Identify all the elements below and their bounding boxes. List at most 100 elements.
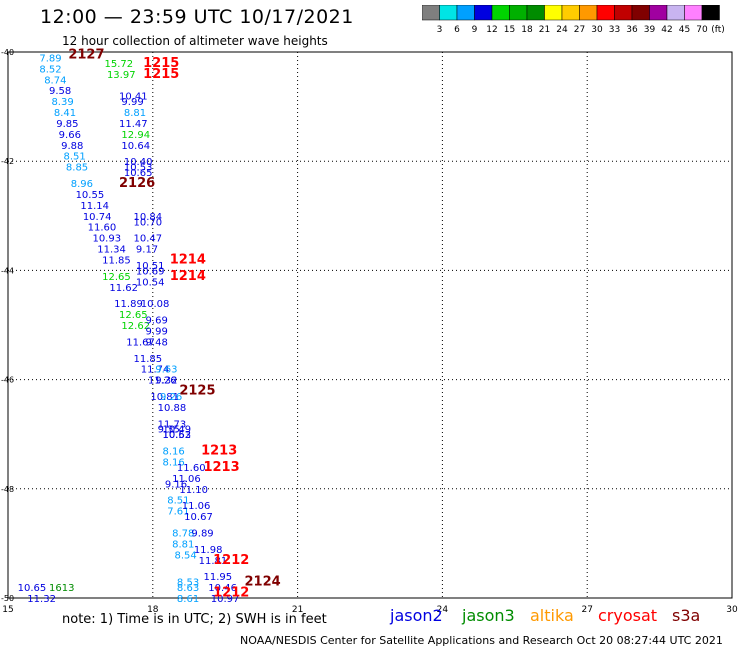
wave-height-label: 10.88 <box>158 403 187 414</box>
wave-height-label: 7.61 <box>167 507 189 518</box>
wave-height-label: 9.99 <box>121 97 143 108</box>
wave-height-label: 7.89 <box>39 53 61 64</box>
wave-height-label: 10.93 <box>92 234 121 245</box>
pass-time-label: 1212 <box>213 553 249 568</box>
wave-height-label: 10.67 <box>184 512 213 523</box>
wave-height-label: 10.84 <box>133 212 162 223</box>
wave-height-label: 9.26 <box>160 392 182 403</box>
wave-height-label: 10.52 <box>162 430 191 441</box>
wave-height-label: 8.39 <box>51 97 73 108</box>
wave-height-label: 11.47 <box>119 119 148 130</box>
wave-height-label: 11.60 <box>88 223 117 234</box>
wave-height-label: 8.54 <box>175 550 197 561</box>
legend-tick-label: 36 <box>626 25 638 35</box>
pass-time-label: 2127 <box>68 48 104 63</box>
lon-tick-label: 30 <box>726 605 738 615</box>
legend-tick-label: 12 <box>486 25 497 35</box>
wave-height-label: 9.85 <box>56 119 78 130</box>
wave-height-label: 11.06 <box>182 501 211 512</box>
lat-tick-label: -50 <box>1 594 14 603</box>
wave-height-label: 10.74 <box>83 212 112 223</box>
wave-height-label: 11.89 <box>114 299 143 310</box>
wave-height-label: 11.74 <box>141 365 170 376</box>
wave-height-label: 9.63 <box>155 365 177 376</box>
wave-height-label: 1613 <box>49 583 74 594</box>
wave-height-label: 15.72 <box>105 59 134 70</box>
legend-tick-label: 24 <box>556 25 568 35</box>
wave-height-label: 12.65 <box>102 272 131 283</box>
pass-time-label: 1213 <box>203 460 239 475</box>
pass-time-label: 2125 <box>179 384 215 399</box>
legend-tick-label: 42 <box>661 25 672 35</box>
wave-height-label: 10.63 <box>162 430 191 441</box>
wave-height-label: 9.58 <box>49 86 71 97</box>
legend-tick-label: 39 <box>644 25 656 35</box>
pass-time-label: 1214 <box>170 252 206 267</box>
wave-height-label: 10.47 <box>133 234 162 245</box>
legend-tick-label: 70 <box>696 25 708 35</box>
pass-time-label: 1212 <box>213 586 249 601</box>
pass-time-label: 2124 <box>245 575 281 590</box>
wave-height-legend: 3 6 9 12 15 18 21 24 27 30 33 36 39 42 45 70 (ft) <box>422 5 725 35</box>
legend-tick-label: 18 <box>521 25 533 35</box>
wave-height-label: 10.64 <box>121 141 150 152</box>
wave-height-label: 10.53 <box>124 163 153 174</box>
wave-height-label: 10.65 <box>18 583 47 594</box>
wave-height-label: 8.16 <box>162 447 184 458</box>
map-frame <box>7 51 733 599</box>
pass-time-label: 2126 <box>119 176 155 191</box>
legend-tick-label: 15 <box>504 25 515 35</box>
wave-height-label: 11.10 <box>179 485 208 496</box>
wave-height-label: 11.62 <box>109 283 138 294</box>
wave-height-label: 9.35 <box>158 425 180 436</box>
page-subtitle: 12 hour collection of altimeter wave hei… <box>62 34 328 48</box>
wave-height-label: 11.95 <box>203 572 232 583</box>
wave-height-label: 8.63 <box>177 583 199 594</box>
wave-height-label: 13.97 <box>107 70 136 81</box>
pass-time-label: 1215 <box>143 56 179 71</box>
wave-height-label: 10.55 <box>76 190 105 201</box>
lat-tick-label: -44 <box>1 266 14 275</box>
wave-height-label: 10.69 <box>136 266 165 277</box>
wave-height-label: 9.99 <box>146 326 168 337</box>
sat-label-s3a: s3a <box>672 606 701 625</box>
wave-height-label: 8.53 <box>177 578 199 589</box>
legend-tick-label: 33 <box>609 25 620 35</box>
wave-height-label: 9.69 <box>146 316 168 327</box>
lat-tick-label: -40 <box>1 48 14 57</box>
wave-height-label: 8.96 <box>71 179 93 190</box>
wave-height-label: 12.65 <box>119 310 148 321</box>
wave-height-label: 9.32 <box>155 376 177 387</box>
wave-height-label: 11.06 <box>172 474 201 485</box>
legend-tick-label: 30 <box>591 25 603 35</box>
wave-height-label: 9.88 <box>61 141 83 152</box>
lon-tick-label: 15 <box>2 605 13 615</box>
wave-height-label: 11.81 <box>199 556 228 567</box>
wave-height-label: 10.40 <box>124 157 153 168</box>
wave-height-label: 12.94 <box>121 130 150 141</box>
wave-height-label: 11.26 <box>148 376 177 387</box>
wave-height-label: 9.89 <box>191 528 213 539</box>
wave-height-label: 10.70 <box>133 217 162 228</box>
wave-height-label: 10.51 <box>136 261 165 272</box>
wave-height-label: 11.85 <box>102 255 131 266</box>
wave-height-label: 9.16 <box>165 479 187 490</box>
pass-time-label: 1214 <box>170 269 206 284</box>
sat-label-jason3: jason3 <box>462 606 515 625</box>
legend-tick-label: 9 <box>472 25 478 35</box>
legend-tick-label: 3 <box>437 25 443 35</box>
wave-height-label: 11.98 <box>194 545 223 556</box>
wave-height-label: 12.62 <box>121 321 150 332</box>
wave-height-label: 8.61 <box>177 594 199 605</box>
wave-height-label: 10.54 <box>136 277 165 288</box>
legend-tick-label: 21 <box>539 25 550 35</box>
wave-height-label: 8.52 <box>39 64 61 75</box>
lon-tick-label: 24 <box>437 605 449 615</box>
lon-tick-label: 21 <box>292 605 303 615</box>
pass-time-label: 1213 <box>201 444 237 459</box>
lon-tick-label: 27 <box>581 605 592 615</box>
legend-unit: (ft) <box>711 25 725 35</box>
wave-height-label: 10.81 <box>150 392 179 403</box>
lat-tick-label: -48 <box>1 485 14 494</box>
